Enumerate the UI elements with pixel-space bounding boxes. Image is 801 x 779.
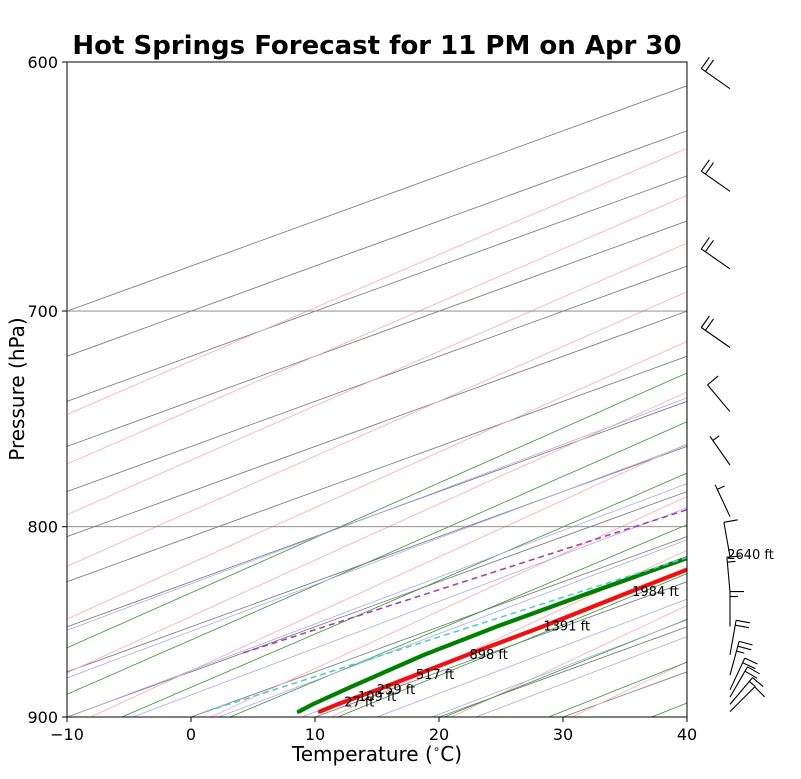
isotherm-line — [67, 400, 687, 628]
y-axis-label: Pressure (hPa) — [5, 317, 29, 460]
dry-adiabat-line — [67, 242, 687, 516]
isotherm-line — [67, 491, 687, 717]
wind-barb-shape — [726, 555, 741, 593]
temperature-trace — [317, 567, 687, 714]
wind-barb — [700, 56, 731, 90]
isotherm-line — [67, 355, 687, 583]
x-tick-label: −10 — [50, 725, 84, 744]
height-label: 109 ft — [358, 690, 396, 705]
wind-barb-shape — [729, 657, 758, 691]
parcel_upper-trace — [242, 508, 687, 654]
mixing-ratio-line — [431, 619, 687, 717]
wind-barb-shape — [723, 519, 738, 557]
mixing-ratio-line — [132, 507, 687, 717]
moist-adiabat-line — [67, 372, 687, 649]
x-tick-label: 40 — [677, 725, 697, 744]
height-label: 1984 ft — [632, 585, 679, 600]
moist-adiabat-line — [121, 472, 687, 717]
wind-barb-shape — [729, 619, 750, 655]
dry-adiabat-line — [67, 147, 687, 415]
plot-frame — [66, 61, 688, 718]
wind-barb — [729, 666, 760, 698]
wind-barb — [729, 686, 765, 712]
mixing-ratio-line — [218, 539, 687, 717]
wind-barb-shape — [714, 484, 731, 517]
wind-barb — [726, 555, 741, 593]
height-label: 2640 ft — [727, 548, 774, 563]
wind-barbs — [700, 56, 765, 712]
y-tick-label: 600 — [27, 53, 58, 72]
isotherm-line — [67, 85, 687, 312]
moist-adiabat-line — [67, 421, 687, 695]
wind-barb — [729, 640, 753, 676]
wind-barb — [723, 519, 738, 557]
dry-adiabat-line — [90, 443, 687, 717]
wind-barb-shape — [700, 159, 731, 192]
x-tick-label: 0 — [186, 725, 196, 744]
isotherm-line — [67, 130, 687, 357]
x-axis-label: Temperature (∘C) — [291, 742, 462, 766]
height-label: 898 ft — [469, 648, 507, 663]
dry-adiabat-line — [67, 194, 687, 465]
wind-barb — [714, 484, 731, 517]
dry-adiabat-line — [331, 549, 687, 717]
chart-title: Hot Springs Forecast for 11 PM on Apr 30 — [72, 31, 681, 61]
dry-adiabat-line — [451, 604, 687, 717]
mixing-ratio-line — [67, 483, 687, 717]
height-labels: 9957 ft8526 ft7251 ft6109 ft5083 ft4171 … — [344, 548, 774, 711]
wind-barb — [700, 237, 731, 270]
height-label: 259 ft — [377, 683, 415, 698]
wind-barb-shape — [700, 237, 731, 270]
wind-barb-shape — [700, 315, 731, 348]
wind-barb-shape — [729, 677, 764, 705]
isotherm-line — [67, 220, 687, 447]
isotherm-line — [190, 536, 687, 717]
isotherm-line — [67, 265, 687, 493]
wind-barb-shape — [729, 686, 765, 712]
x-axis-ticks: −10 0 10 20 30 40 — [50, 717, 697, 744]
wind-barb — [700, 159, 731, 192]
isotherm-line — [314, 581, 687, 717]
y-tick-label: 700 — [27, 302, 58, 321]
parcel-trace — [205, 556, 687, 713]
wind-barb — [729, 591, 744, 627]
x-tick-label: 20 — [429, 725, 449, 744]
height-label: 517 ft — [416, 668, 454, 683]
dry-adiabat-line — [67, 291, 687, 567]
wind-barb-shape — [729, 591, 744, 627]
isotherm-line — [67, 310, 687, 538]
y-tick-label: 900 — [27, 708, 58, 727]
mixing-ratio-line — [67, 444, 687, 679]
wind-barb — [729, 619, 750, 655]
wind-barb — [707, 375, 731, 413]
wind-barb — [700, 315, 731, 348]
height-label: 1391 ft — [543, 620, 590, 635]
sounding-traces — [205, 508, 687, 714]
x-tick-label: 10 — [305, 725, 325, 744]
wind-barb-shape — [709, 435, 731, 466]
y-axis-ticks: 600 700 800 900 — [27, 53, 67, 727]
dewpoint-trace — [296, 555, 687, 714]
wind-barb-shape — [700, 56, 731, 90]
wind-barb — [729, 657, 758, 691]
moist-adiabat-line — [229, 524, 687, 717]
dry-adiabat-line — [67, 341, 687, 620]
mixing-ratio-line — [67, 397, 687, 631]
wind-barb-shape — [729, 640, 753, 676]
dry-adiabat-line — [210, 496, 687, 717]
moist-adiabat-line — [337, 573, 687, 717]
wind-barb-shape — [729, 666, 760, 698]
wind-barb-shape — [707, 375, 731, 413]
isotherm-line — [67, 445, 687, 673]
isotherm-line — [67, 175, 687, 402]
y-tick-label: 800 — [27, 518, 58, 537]
height-label: 27 ft — [344, 696, 374, 711]
dry-adiabat-line — [67, 391, 687, 674]
mixing-ratio-line — [376, 598, 687, 717]
wind-barb — [709, 435, 731, 466]
wind-barb — [729, 677, 764, 705]
x-tick-label: 30 — [553, 725, 573, 744]
